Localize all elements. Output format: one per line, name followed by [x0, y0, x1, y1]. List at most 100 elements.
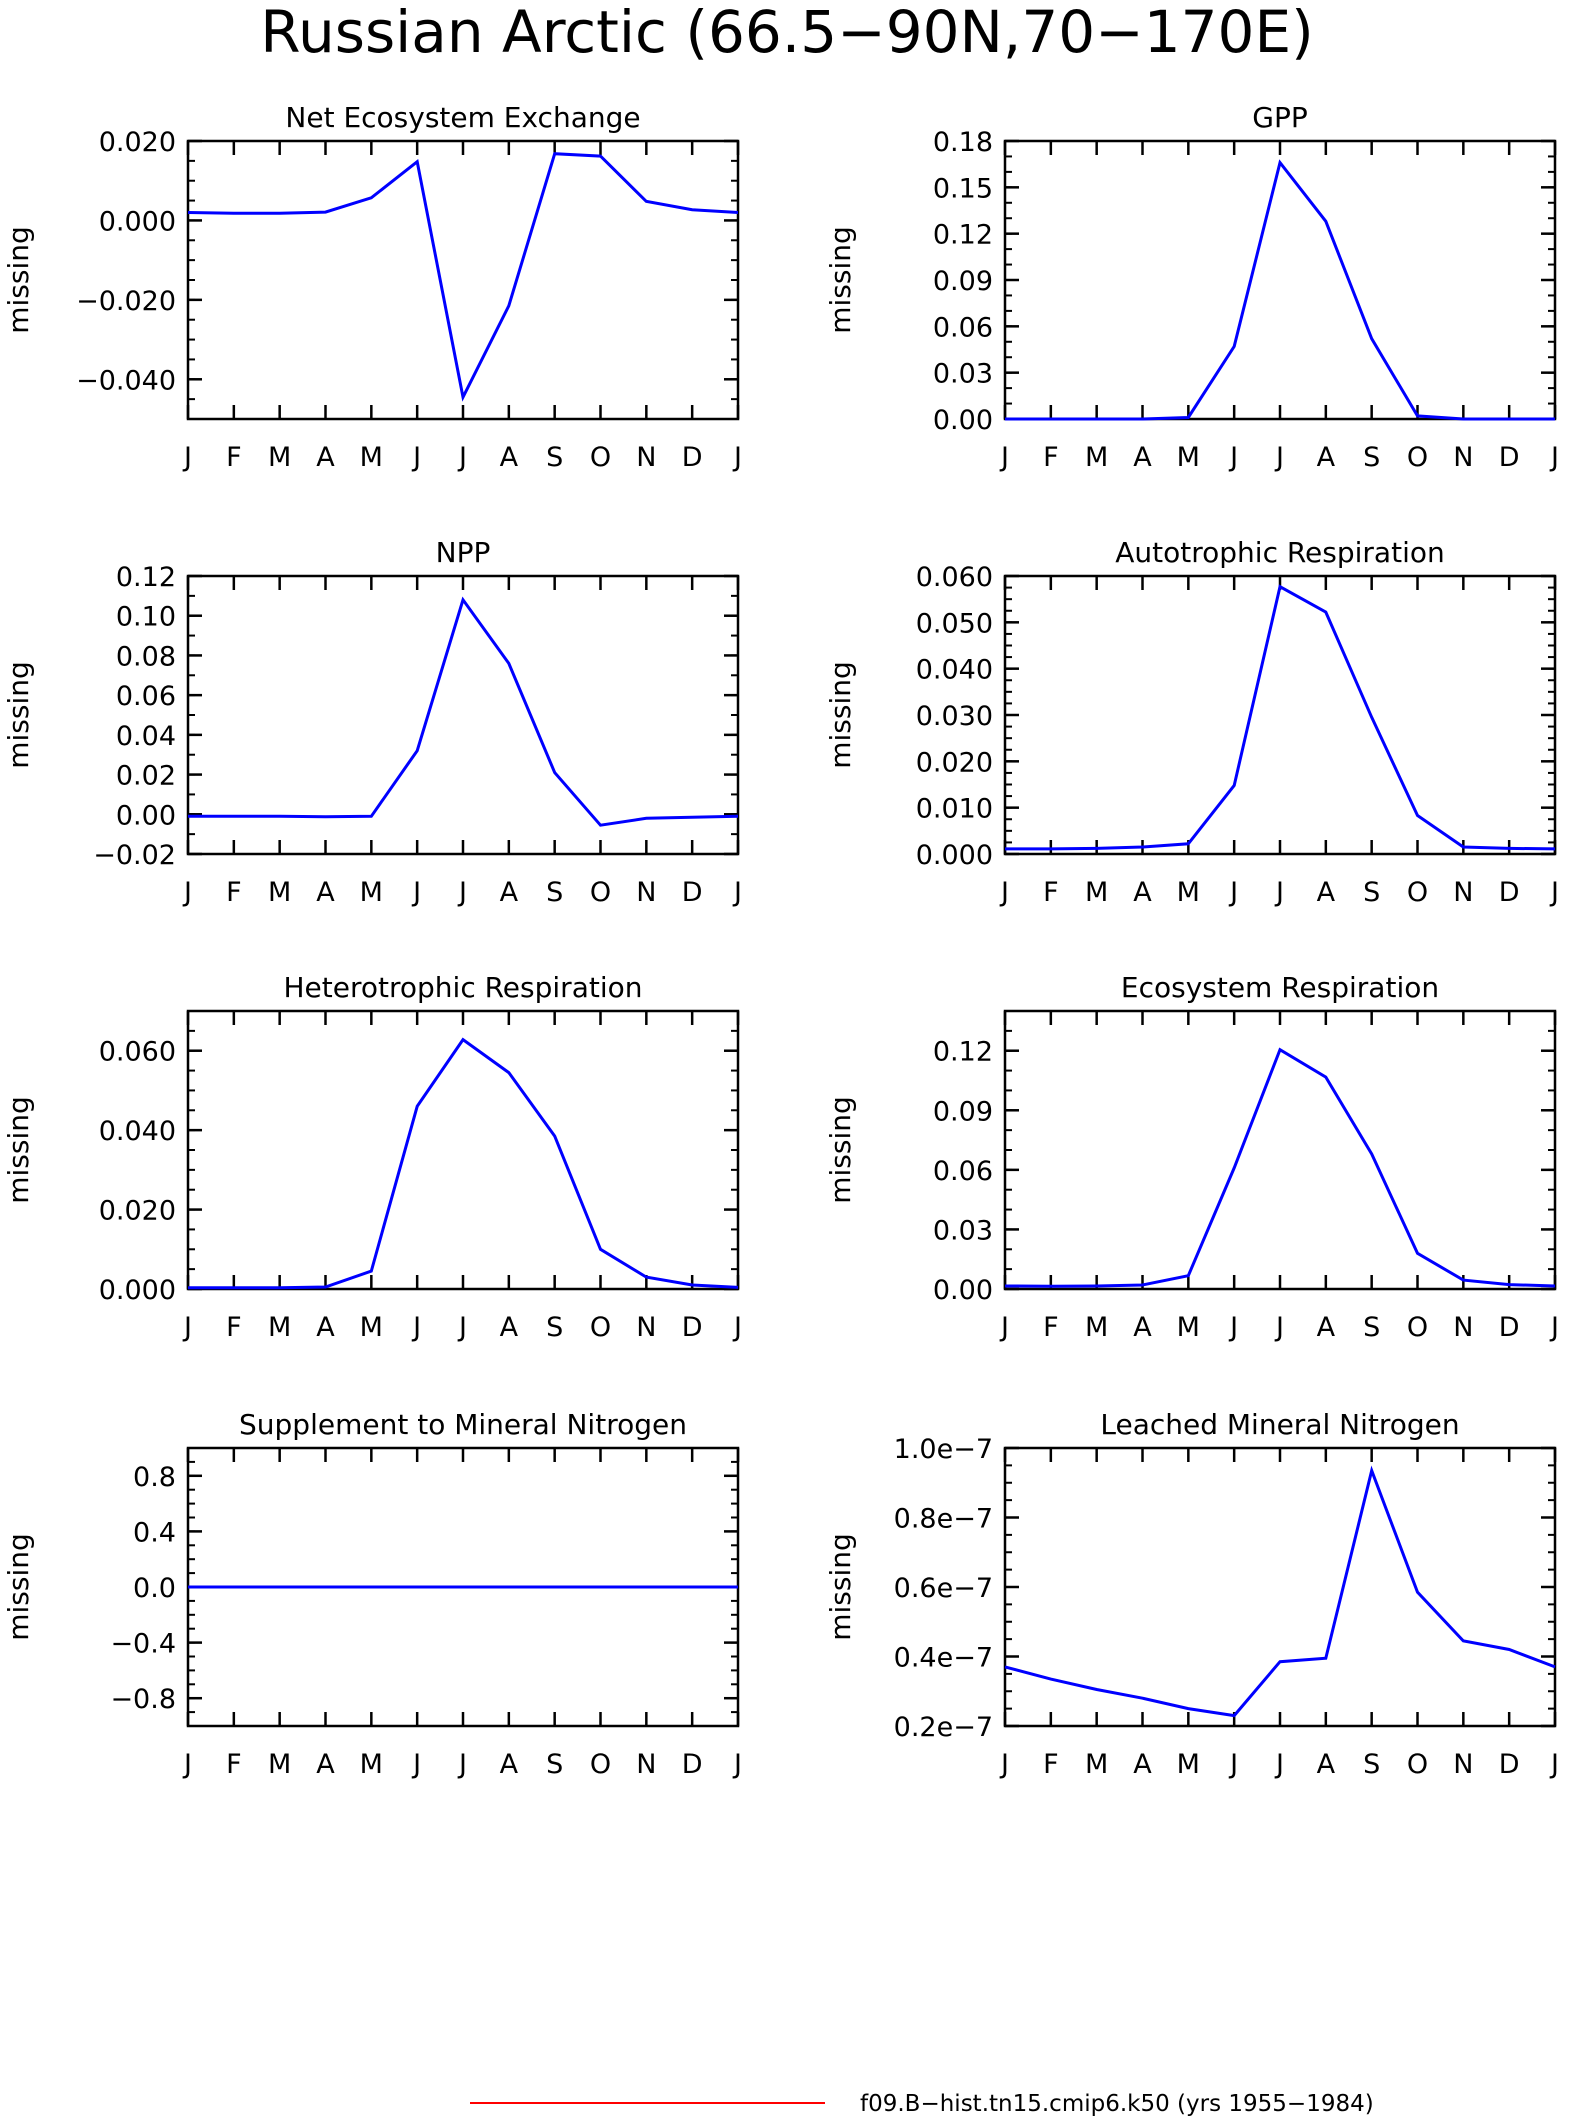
chart-4-ytick-label: 0.010 — [916, 794, 993, 825]
chart-8-point — [1187, 1707, 1189, 1709]
chart-5-series-line — [188, 1037, 739, 1290]
chart-7-xtick-label: D — [682, 1749, 703, 1780]
chart-1-point — [645, 200, 647, 202]
chart-4-point — [1004, 848, 1006, 850]
chart-4-point — [1416, 814, 1418, 816]
chart-7-xtick-label: J — [457, 1749, 467, 1780]
chart-4-point — [1554, 848, 1556, 850]
chart-3-ytick-label: 0.02 — [116, 761, 176, 792]
chart-2-point — [1370, 337, 1372, 339]
chart-3-point — [691, 816, 693, 818]
chart-1-xtick-label: J — [411, 442, 421, 473]
chart-4-xtick-label: F — [1043, 877, 1059, 908]
chart-8-ytick-label: 0.8e−7 — [894, 1504, 993, 1535]
chart-8-point — [1279, 1661, 1281, 1663]
chart-5-xtick-label: F — [226, 1312, 242, 1343]
chart-4-point — [1370, 716, 1372, 718]
chart-6-point — [1141, 1284, 1143, 1286]
chart-3-xtick-label: J — [457, 877, 467, 908]
chart-7-xtick-label: M — [360, 1749, 383, 1780]
chart-5-point — [233, 1287, 235, 1289]
chart-6-ytick-label: 0.06 — [933, 1156, 993, 1187]
chart-3-ytick-label: 0.00 — [116, 800, 176, 831]
chart-4-xtick-label: J — [1549, 877, 1559, 908]
chart-5-ytick-label: 0.020 — [99, 1196, 176, 1227]
chart-6-point — [1233, 1167, 1235, 1169]
chart-5-point — [553, 1135, 555, 1137]
chart-8-series-line — [1004, 1465, 1556, 1718]
chart-8-point — [1233, 1714, 1235, 1716]
chart-8-xtick-label: A — [1317, 1749, 1336, 1780]
chart-3-point — [737, 815, 739, 817]
chart-3-point — [508, 662, 510, 664]
chart-3-point — [462, 599, 464, 601]
chart-2-ytick-label: 0.06 — [933, 312, 993, 343]
chart-6-xtick-label: M — [1177, 1312, 1200, 1343]
chart-3-point — [370, 815, 372, 817]
chart-8-point — [1416, 1591, 1418, 1593]
chart-3-ytick-label: 0.06 — [116, 681, 176, 712]
chart-4-title: Autotrophic Respiration — [1115, 536, 1444, 569]
chart-1-point — [278, 212, 280, 214]
chart-7-point — [233, 1586, 235, 1588]
chart-2-ytick-label: 0.03 — [933, 359, 993, 390]
chart-4-ytick-label: 0.000 — [916, 840, 993, 871]
chart-4-xtick-label: M — [1085, 877, 1108, 908]
chart-6-point — [1095, 1285, 1097, 1287]
chart-7-xtick-label: A — [316, 1749, 335, 1780]
chart-2-point — [1462, 418, 1464, 420]
chart-8-ylabel: missing — [824, 1533, 857, 1641]
chart-6-point — [1050, 1285, 1052, 1287]
chart-1-frame — [186, 139, 740, 421]
chart-7-xtick-label: J — [732, 1749, 742, 1780]
chart-6: Ecosystem Respiration missing 0.00 0.03 0.06… — [824, 971, 1559, 1343]
chart-7-ytick-label: −0.8 — [110, 1684, 176, 1715]
chart-1-xtick-label: J — [457, 442, 467, 473]
panels-container: Net Ecosystem Exchange missing −0.040 −0.02… — [2, 101, 1559, 1780]
chart-3-ytick-label: 0.10 — [116, 602, 176, 633]
chart-6-point — [1508, 1283, 1510, 1285]
chart-8-point — [1325, 1657, 1327, 1659]
chart-2-point — [1187, 416, 1189, 418]
chart-7-xtick-label: N — [636, 1749, 656, 1780]
chart-8-xtick-label: J — [1228, 1749, 1238, 1780]
chart-2-xtick-label: O — [1407, 442, 1428, 473]
chart-6-xtick-label: J — [1549, 1312, 1559, 1343]
chart-3-xtick-label: J — [182, 877, 192, 908]
chart-3-xtick-label: F — [226, 877, 242, 908]
chart-8-xtick-label: F — [1043, 1749, 1059, 1780]
chart-2-point — [1554, 418, 1556, 420]
chart-3-point — [553, 771, 555, 773]
chart-4-point — [1462, 846, 1464, 848]
chart-4-series-line — [1005, 584, 1556, 851]
chart-6-point — [1325, 1076, 1327, 1078]
chart-1-xtick-label: S — [546, 442, 563, 473]
chart-2-xtick-label: N — [1453, 442, 1473, 473]
chart-4-point — [1141, 846, 1143, 848]
chart-8-xtick-label: J — [1274, 1749, 1284, 1780]
chart-6-xtick-label: S — [1363, 1312, 1380, 1343]
chart-6-xtick-label: J — [1274, 1312, 1284, 1343]
chart-7-point — [416, 1586, 418, 1588]
chart-8-xtick-label: J — [999, 1749, 1009, 1780]
chart-2-series-line — [1005, 159, 1555, 421]
chart-5-point — [370, 1270, 372, 1272]
chart-2-xtick-label: J — [1228, 442, 1238, 473]
chart-4-xtick-label: J — [999, 877, 1009, 908]
chart-2-frame — [1003, 139, 1557, 421]
chart-4-point — [1095, 847, 1097, 849]
chart-7-xtick-label: O — [590, 1749, 611, 1780]
chart-5-frame — [186, 1009, 740, 1291]
chart-2-point — [1279, 161, 1281, 163]
chart-3-point — [416, 750, 418, 752]
chart-3-ytick-label: 0.12 — [116, 562, 176, 593]
chart-5-xtick-label: J — [182, 1312, 192, 1343]
chart-8-point — [1004, 1666, 1006, 1668]
chart-4-point — [1233, 784, 1235, 786]
chart-2-ylabel: missing — [824, 226, 857, 334]
chart-4-ytick-label: 0.040 — [916, 655, 993, 686]
chart-7-title: Supplement to Mineral Nitrogen — [239, 1408, 687, 1441]
chart-4-point — [1325, 611, 1327, 613]
chart-4-xtick-label: A — [1317, 877, 1336, 908]
